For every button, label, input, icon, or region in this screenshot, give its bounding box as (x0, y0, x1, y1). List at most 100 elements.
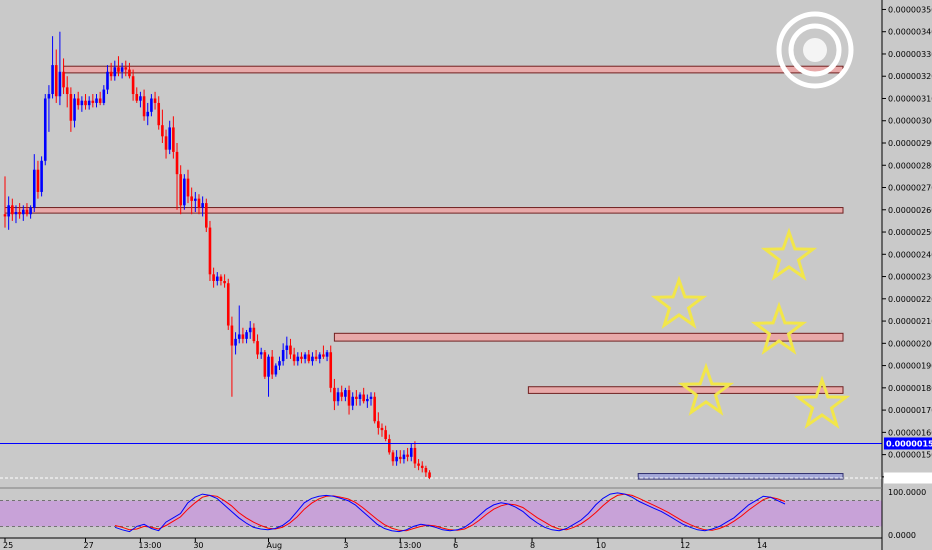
y-axis-labels: 0.00000350 0.00000340 0.00000330 0.00000320… (882, 5, 932, 482)
stochastic-y-label: 0.0000 (888, 531, 916, 540)
candle-body (274, 365, 278, 375)
candle-body (362, 394, 365, 402)
star-icon (650, 275, 708, 329)
candle-body (139, 96, 142, 101)
candle-body (95, 98, 98, 103)
candle-body (413, 447, 417, 464)
candle-body (183, 178, 186, 206)
candle-body (409, 447, 413, 457)
candle-body (248, 327, 252, 333)
current-price-badge (884, 437, 932, 450)
candles-layer (3, 31, 431, 480)
candle-body (43, 98, 47, 161)
candle-body (201, 203, 204, 208)
candle-body (388, 439, 391, 453)
candle-body (135, 94, 139, 101)
candle-body (369, 396, 373, 399)
y-tick-label: 0.00000250 (888, 228, 932, 237)
candle-body (267, 356, 270, 377)
candle-body (212, 274, 215, 281)
candle-body (109, 71, 113, 77)
candle-body (270, 356, 274, 375)
star-icon (677, 362, 735, 416)
candle-body (168, 127, 171, 150)
candle-body (325, 352, 329, 357)
candle-body (98, 98, 102, 103)
y-tick-label: 0.00000310 (888, 94, 932, 103)
candle-body (303, 354, 307, 359)
star-icon (793, 375, 851, 429)
current-price-badge-text: 0.00000155 (886, 439, 932, 448)
candle-body (278, 361, 281, 366)
candle-body (219, 276, 223, 281)
y-tick-label: 0.00000290 (888, 139, 932, 148)
candle-body (208, 227, 212, 275)
y-tick-label: 0.00000190 (888, 362, 932, 371)
candle-body (84, 100, 87, 106)
candle-body (420, 465, 424, 468)
candle-body (358, 394, 362, 399)
candle-body (285, 345, 289, 350)
last-price-badge (884, 472, 932, 484)
y-tick-label: 0.00000280 (888, 161, 932, 170)
x-tick-label: 25 (3, 541, 13, 550)
candle-body (263, 352, 267, 377)
stars-layer (650, 227, 851, 429)
candle-body (54, 65, 58, 97)
candle-body (230, 325, 234, 346)
candle-body (194, 198, 197, 201)
candle-body (106, 71, 109, 90)
star-icon (760, 227, 818, 281)
y-tick-label: 0.00000230 (888, 273, 932, 282)
x-tick-label: 13:00 (398, 541, 421, 550)
candle-body (226, 283, 230, 326)
candle-body (131, 76, 135, 95)
candle-body (146, 111, 150, 117)
candle-body (102, 89, 106, 103)
candle-body (124, 67, 128, 70)
candle-body (384, 430, 387, 440)
candle-body (205, 203, 208, 228)
candle-body (373, 396, 376, 422)
candle-body (329, 352, 333, 388)
candle-body (223, 281, 226, 284)
candle-body (296, 356, 300, 362)
candle-body (179, 174, 182, 206)
candle-body (336, 392, 340, 402)
candle-body (69, 94, 73, 121)
candle-body (128, 69, 131, 77)
candle-body (73, 98, 76, 121)
x-tick-label: 10 (596, 541, 606, 550)
y-tick-label: 0.00000220 (888, 295, 932, 304)
x-tick-label: 27 (84, 541, 94, 550)
zone-4 (637, 473, 844, 480)
x-tick-label: 3 (343, 541, 348, 550)
candle-body (417, 463, 420, 466)
zone-1 (4, 207, 844, 214)
candle-body (197, 198, 201, 208)
y-tick-label: 0.00000160 (888, 428, 932, 437)
candle-body (14, 212, 18, 215)
candle-body (186, 178, 190, 197)
stochastic-panel: 100.0000 0.0000 (0, 488, 926, 540)
candle-body (256, 341, 259, 355)
candle-body (252, 327, 256, 342)
candle-body (307, 354, 311, 362)
candle-body (366, 398, 369, 402)
candle-body (120, 67, 124, 72)
stochastic-signal-line (114, 493, 786, 532)
candle-body (153, 98, 157, 103)
candle-body (47, 94, 51, 99)
candle-body (190, 196, 193, 201)
candle-body (322, 354, 325, 357)
candle-body (32, 169, 36, 208)
candle-body (259, 352, 263, 355)
candle-body (80, 100, 84, 106)
candle-body (398, 456, 402, 460)
candle-body (40, 160, 43, 192)
candle-body (406, 454, 409, 457)
candle-body (402, 454, 406, 460)
candle-body (333, 387, 336, 402)
